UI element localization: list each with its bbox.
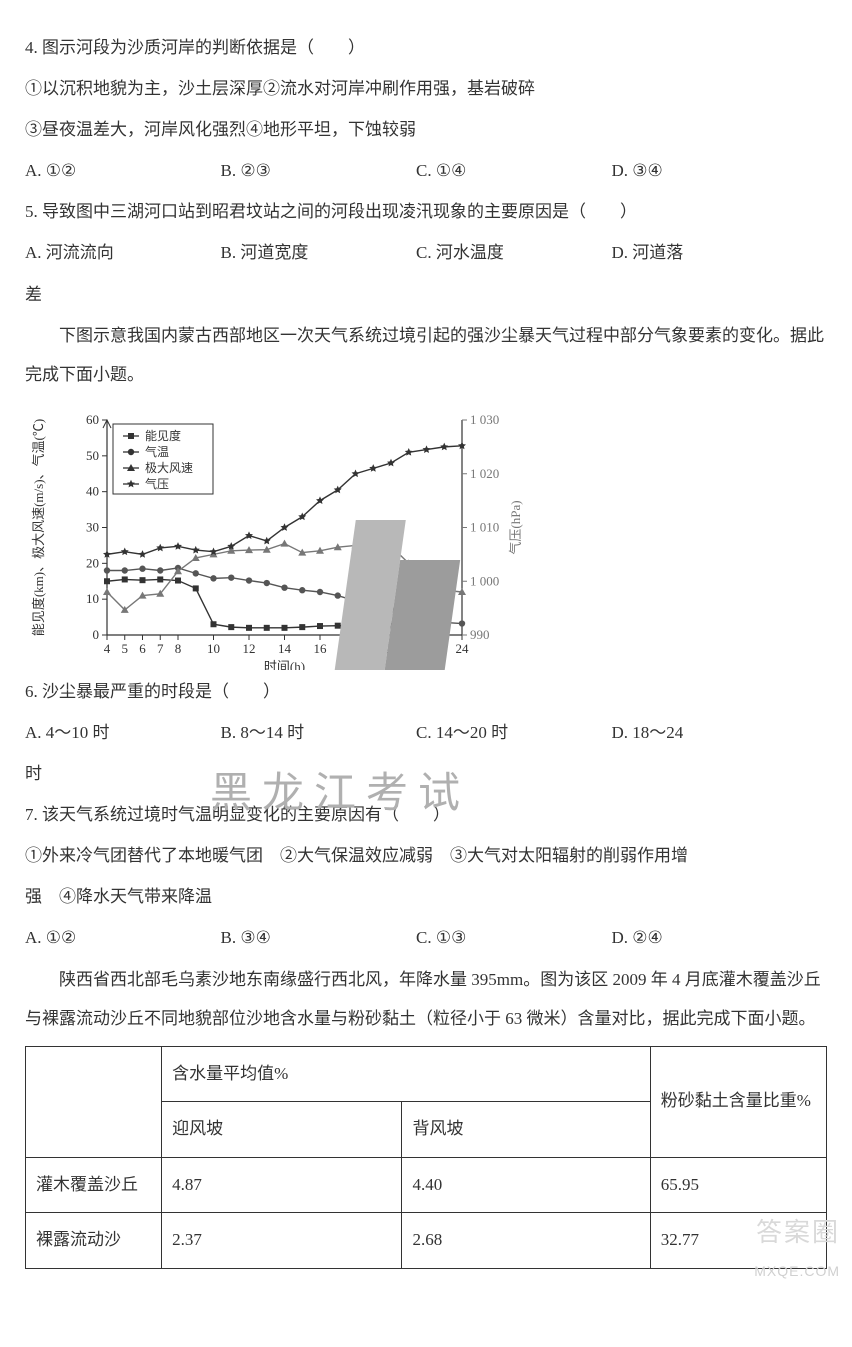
table-cell: 4.40 (402, 1157, 650, 1213)
para2: 陕西省西北部毛乌素沙地东南缘盛行西北风，年降水量 395mm。图为该区 2009… (25, 960, 827, 1038)
table-row2-label: 裸露流动沙 (26, 1213, 162, 1269)
table-header-water: 含水量平均值% (162, 1046, 651, 1102)
q7-opt-c[interactable]: C. ①③ (416, 918, 612, 957)
para1: 下图示意我国内蒙古西部地区一次天气系统过境引起的强沙尘暴天气过程中部分气象要素的… (25, 316, 827, 394)
weather-chart: 45678 10 12 14 16 18 20 22 24 时间(h) 0 10 20 30 40 50 60 9… (25, 400, 535, 670)
q7-cond2: 强 ④降水天气带来降温 (25, 877, 827, 916)
svg-text:20: 20 (385, 641, 398, 656)
table-row1-label: 灌木覆盖沙丘 (26, 1157, 162, 1213)
q4-opt-d[interactable]: D. ③④ (612, 151, 808, 190)
svg-text:60: 60 (86, 412, 99, 427)
q6-opt-a[interactable]: A. 4～10 时 (25, 713, 221, 752)
q7-opt-b[interactable]: B. ③④ (221, 918, 417, 957)
svg-text:极大风速: 极大风速 (145, 461, 193, 475)
svg-text:气压(hPa): 气压(hPa) (508, 500, 523, 554)
svg-text:气温: 气温 (145, 444, 169, 459)
q7-opt-d[interactable]: D. ②④ (612, 918, 808, 957)
svg-text:50: 50 (86, 448, 99, 463)
q5-stem: 5. 导致图中三湖河口站到昭君坟站之间的河段出现凌汛现象的主要原因是（ ） (25, 192, 827, 231)
table-cell: 2.37 (162, 1213, 402, 1269)
q5-opt-b[interactable]: B. 河道宽度 (221, 233, 417, 272)
svg-text:气压: 气压 (145, 476, 169, 491)
svg-text:8: 8 (175, 641, 182, 656)
q4-stem: 4. 图示河段为沙质河岸的判断依据是（ ） (25, 28, 827, 67)
q7-cond1: ①外来冷气团替代了本地暖气团 ②大气保温效应减弱 ③大气对太阳辐射的削弱作用增 (25, 836, 827, 875)
svg-text:1 030: 1 030 (470, 412, 499, 427)
svg-text:10: 10 (207, 641, 220, 656)
q5-opt-d[interactable]: D. 河道落 (612, 233, 808, 272)
svg-text:0: 0 (93, 627, 100, 642)
svg-text:14: 14 (278, 641, 292, 656)
q4-options: A. ①② B. ②③ C. ①④ D. ③④ (25, 151, 827, 190)
table-col-wind: 迎风坡 (162, 1102, 402, 1158)
table-col-lee: 背风坡 (402, 1102, 650, 1158)
q6-stem: 6. 沙尘暴最严重的时段是（ ） (25, 672, 827, 711)
svg-text:22: 22 (420, 641, 433, 656)
q5-options: A. 河流流向 B. 河道宽度 C. 河水温度 D. 河道落 (25, 233, 827, 272)
data-table: 含水量平均值% 粉砂黏土含量比重% 迎风坡 背风坡 灌木覆盖沙丘 4.87 4.… (25, 1046, 827, 1269)
table-row: 灌木覆盖沙丘 4.87 4.40 65.95 (26, 1157, 827, 1213)
table-header-clay: 粉砂黏土含量比重% (650, 1046, 826, 1157)
table-cell: 65.95 (650, 1157, 826, 1213)
q6-options: A. 4～10 时 B. 8～14 时 C. 14～20 时 D. 18～24 (25, 713, 827, 752)
svg-text:12: 12 (243, 641, 256, 656)
q4-opt-a[interactable]: A. ①② (25, 151, 221, 190)
svg-text:30: 30 (86, 519, 99, 534)
svg-text:1 000: 1 000 (470, 573, 499, 588)
q5-opt-c[interactable]: C. 河水温度 (416, 233, 612, 272)
svg-text:40: 40 (86, 484, 99, 499)
svg-text:1 020: 1 020 (470, 466, 499, 481)
q6-opt-d-cont: 时 (25, 754, 827, 793)
svg-text:10: 10 (86, 591, 99, 606)
svg-text:18: 18 (349, 641, 362, 656)
table-row: 裸露流动沙 2.37 2.68 32.77 (26, 1213, 827, 1269)
q7-stem: 7. 该天气系统过境时气温明显变化的主要原因有（ ） (25, 795, 827, 834)
q5-opt-a[interactable]: A. 河流流向 (25, 233, 221, 272)
svg-text:能见度: 能见度 (145, 428, 181, 443)
table-row: 含水量平均值% 粉砂黏土含量比重% (26, 1046, 827, 1102)
q5-opt-d-cont: 差 (25, 275, 827, 314)
q6-opt-c[interactable]: C. 14～20 时 (416, 713, 612, 752)
table-cell: 32.77 (650, 1213, 826, 1269)
svg-text:990: 990 (470, 627, 490, 642)
q6-opt-d[interactable]: D. 18～24 (612, 713, 808, 752)
svg-text:能见度(km)、极大风速(m/s)、气温(℃): 能见度(km)、极大风速(m/s)、气温(℃) (31, 419, 46, 636)
table-cell: 2.68 (402, 1213, 650, 1269)
q6-opt-b[interactable]: B. 8～14 时 (221, 713, 417, 752)
svg-text:16: 16 (314, 641, 328, 656)
q4-cond1: ①以沉积地貌为主，沙土层深厚②流水对河岸冲刷作用强，基岩破碎 (25, 69, 827, 108)
svg-text:7: 7 (157, 641, 164, 656)
table-cell: 4.87 (162, 1157, 402, 1213)
svg-text:4: 4 (104, 641, 111, 656)
q4-cond2: ③昼夜温差大，河岸风化强烈④地形平坦，下蚀较弱 (25, 110, 827, 149)
svg-text:时间(h): 时间(h) (264, 659, 305, 670)
svg-text:24: 24 (456, 641, 470, 656)
svg-text:5: 5 (122, 641, 129, 656)
svg-text:20: 20 (86, 555, 99, 570)
q4-opt-c[interactable]: C. ①④ (416, 151, 612, 190)
svg-text:1 010: 1 010 (470, 519, 499, 534)
q7-opt-a[interactable]: A. ①② (25, 918, 221, 957)
q4-opt-b[interactable]: B. ②③ (221, 151, 417, 190)
svg-text:6: 6 (139, 641, 146, 656)
q7-options: A. ①② B. ③④ C. ①③ D. ②④ (25, 918, 827, 957)
